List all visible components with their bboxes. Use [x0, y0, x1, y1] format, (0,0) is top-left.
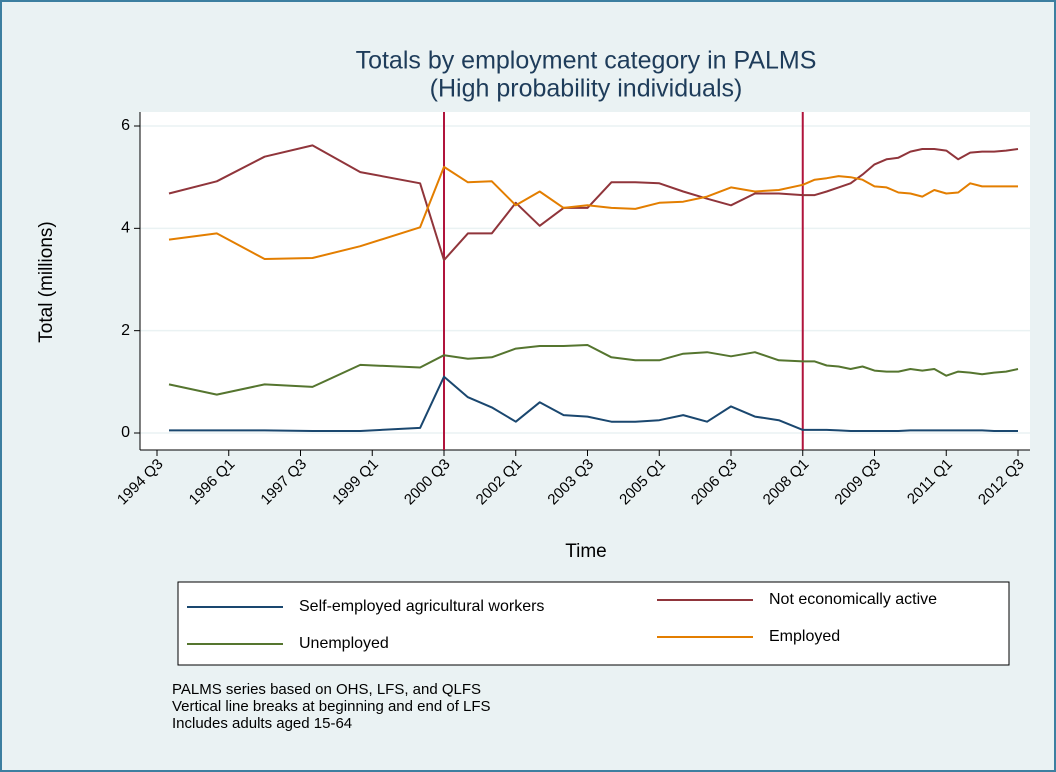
note: PALMS series based on OHS, LFS, and QLFS [172, 681, 481, 698]
series-line [168, 344, 1019, 396]
series-line [168, 144, 1019, 262]
legend-label: Not economically active [769, 591, 937, 608]
x-axis-label: Time [565, 541, 607, 562]
legend-label: Self-employed agricultural workers [299, 598, 544, 615]
chart-title: Totals by employment category in PALMS [356, 47, 817, 75]
chart-subtitle: (High probability individuals) [430, 75, 743, 103]
legend-label: Employed [769, 628, 840, 645]
y-tick-label: 2 [121, 322, 130, 339]
legend-label: Unemployed [299, 635, 389, 652]
note: Vertical line breaks at beginning and en… [172, 698, 491, 715]
y-tick-label: 6 [121, 117, 130, 134]
y-tick-label: 0 [121, 424, 130, 441]
y-axis-label: Total (millions) [36, 221, 57, 342]
y-tick-label: 4 [121, 220, 130, 237]
series-line [168, 165, 1018, 260]
series-line [169, 375, 1018, 432]
legend-box [177, 581, 1010, 666]
plot-region [140, 112, 1030, 450]
note: Includes adults aged 15-64 [172, 715, 352, 732]
